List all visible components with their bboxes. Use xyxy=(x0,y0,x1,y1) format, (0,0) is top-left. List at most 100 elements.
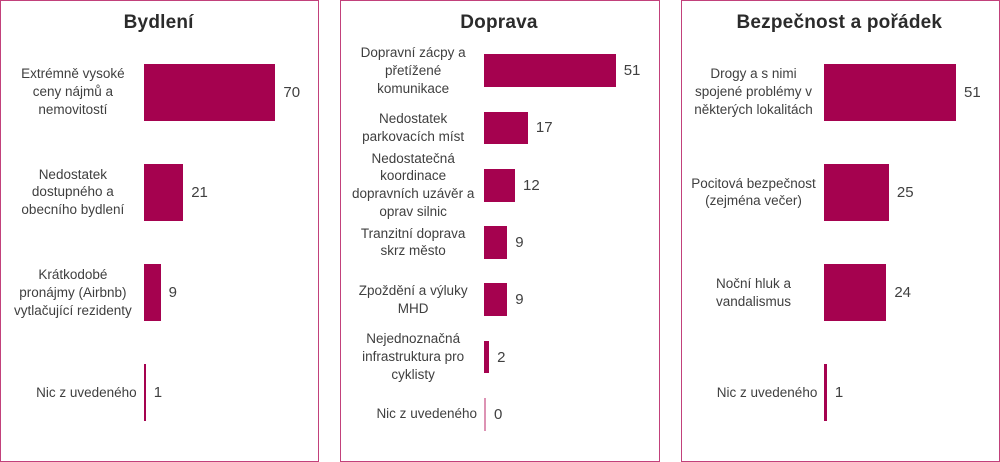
bar-cell: 21 xyxy=(143,142,309,242)
chart-title: Bezpečnost a pořádek xyxy=(736,12,943,33)
category-label: Krátkodobé pronájmy (Airbnb) vytlačující… xyxy=(13,266,132,318)
value-label: 0 xyxy=(494,405,503,423)
bar-row: Krátkodobé pronájmy (Airbnb) vytlačující… xyxy=(9,243,308,343)
bar[interactable] xyxy=(824,63,957,121)
bar[interactable] xyxy=(824,364,827,422)
value-label: 25 xyxy=(896,183,914,201)
label-cell: Nedostatek dostupného a obecního bydlení xyxy=(9,166,144,219)
label-cell: Pocitová bezpečnost (zejména večer) xyxy=(690,175,825,211)
bar[interactable] xyxy=(484,340,490,374)
bar-row: Tranzitní doprava skrz město 9 xyxy=(349,214,648,271)
bar[interactable] xyxy=(484,54,616,87)
bar-rows: Extrémně vysoké ceny nájmů a nemovitostí… xyxy=(9,36,308,451)
category-label: Dopravní zácpy a přetížené komunikace xyxy=(360,44,466,96)
value-label: 2 xyxy=(497,348,506,366)
bar-row: Drogy a s nimi spojené problémy v někter… xyxy=(690,42,989,142)
bar-row: Nedostatek parkovacích míst 17 xyxy=(349,99,648,156)
category-label: Nic z uvedeného xyxy=(36,384,137,400)
chart-panel: Doprava Dopravní zácpy a přetížené komun… xyxy=(340,0,660,462)
bar-row: Nic z uvedeného 1 xyxy=(9,343,308,443)
bar-cell: 25 xyxy=(824,142,989,242)
label-cell: Dopravní zácpy a přetížené komunikace xyxy=(349,44,484,97)
value-label: 51 xyxy=(964,83,981,101)
category-label: Nedostatek parkovacích míst xyxy=(362,111,465,144)
label-cell: Nic z uvedeného xyxy=(9,384,144,402)
label-cell: Tranzitní doprava skrz město xyxy=(349,225,484,261)
chart-title: Bydlení xyxy=(123,12,194,33)
bar[interactable] xyxy=(484,168,515,202)
value-label: 1 xyxy=(834,384,844,402)
bar-cell: 9 xyxy=(484,214,649,271)
label-cell: Zpoždění a výluky MHD xyxy=(349,282,484,318)
label-cell: Nedostatečná koordinace dopravních uzávě… xyxy=(349,150,484,221)
label-cell: Krátkodobé pronájmy (Airbnb) vytlačující… xyxy=(9,266,144,319)
category-label: Nejednoznačná infrastruktura pro cyklist… xyxy=(362,331,465,382)
label-cell: Nic z uvedeného xyxy=(349,405,484,423)
bar[interactable] xyxy=(484,283,508,317)
bar-rows: Drogy a s nimi spojené problémy v někter… xyxy=(690,36,989,451)
label-cell: Noční hluk a vandalismus xyxy=(690,275,825,311)
bar-row: Nejednoznačná infrastruktura pro cyklist… xyxy=(349,328,648,385)
bar-row: Pocitová bezpečnost (zejména večer) 25 xyxy=(690,142,989,242)
chart-panel: Bydlení Extrémně vysoké ceny nájmů a nem… xyxy=(0,0,320,462)
bar[interactable] xyxy=(824,163,889,221)
value-label: 9 xyxy=(168,284,177,302)
bar-cell: 0 xyxy=(484,386,649,443)
value-label: 51 xyxy=(623,62,641,80)
value-label: 1 xyxy=(153,384,163,402)
category-label: Noční hluk a vandalismus xyxy=(715,275,792,309)
bar-row: Nedostatek dostupného a obecního bydlení… xyxy=(9,142,308,242)
value-label: 24 xyxy=(894,284,911,302)
category-label: Tranzitní doprava skrz město xyxy=(360,225,466,259)
bar-row: Nic z uvedeného 1 xyxy=(690,343,989,443)
bar-rows: Dopravní zácpy a přetížené komunikace 51… xyxy=(349,36,648,451)
category-label: Pocitová bezpečnost (zejména večer) xyxy=(691,175,816,209)
bar-cell: 9 xyxy=(143,243,309,343)
label-cell: Nejednoznačná infrastruktura pro cyklist… xyxy=(349,330,484,383)
value-label: 9 xyxy=(515,233,524,251)
bar[interactable] xyxy=(143,364,146,422)
bar-cell: 51 xyxy=(484,42,649,99)
chart-title: Doprava xyxy=(460,12,538,33)
bar-cell: 12 xyxy=(484,157,649,214)
value-label: 12 xyxy=(523,176,540,194)
category-label: Nedostatečná koordinace dopravních uzávě… xyxy=(352,150,475,220)
bar-row: Dopravní zácpy a přetížené komunikace 51 xyxy=(349,42,648,99)
label-cell: Extrémně vysoké ceny nájmů a nemovitostí xyxy=(9,65,144,118)
bar[interactable] xyxy=(824,264,887,322)
bar-row: Noční hluk a vandalismus 24 xyxy=(690,243,989,343)
category-label: Nic z uvedeného xyxy=(716,384,818,400)
bar-cell: 17 xyxy=(484,99,649,156)
bar[interactable] xyxy=(143,264,161,322)
label-cell: Drogy a s nimi spojené problémy v někter… xyxy=(690,65,825,118)
value-label: 17 xyxy=(535,119,553,137)
value-label: 21 xyxy=(191,183,208,201)
bar-row: Nedostatečná koordinace dopravních uzávě… xyxy=(349,151,649,219)
bar-cell: 51 xyxy=(824,42,989,142)
bar[interactable] xyxy=(484,226,508,259)
bar-cell: 70 xyxy=(143,42,309,142)
bar[interactable] xyxy=(143,163,184,221)
category-label: Nic z uvedeného xyxy=(376,406,478,422)
bar[interactable] xyxy=(484,111,528,145)
bar-row: Extrémně vysoké ceny nájmů a nemovitostí… xyxy=(9,42,308,142)
chart-panel: Bezpečnost a pořádek Drogy a s nimi spoj… xyxy=(680,0,1000,462)
bar[interactable] xyxy=(484,398,487,431)
bar-cell: 1 xyxy=(824,343,989,443)
bar-row: Nic z uvedeného 0 xyxy=(349,386,648,443)
category-label: Nedostatek dostupného a obecního bydlení xyxy=(21,166,125,218)
value-label: 9 xyxy=(515,291,524,309)
value-label: 70 xyxy=(283,83,301,101)
bar[interactable] xyxy=(143,63,276,121)
label-cell: Nic z uvedeného xyxy=(690,384,825,402)
bar-row: Zpoždění a výluky MHD 9 xyxy=(349,271,648,328)
category-label: Zpoždění a výluky MHD xyxy=(358,282,468,316)
bar-cell: 9 xyxy=(484,271,649,328)
bar-cell: 2 xyxy=(484,328,649,385)
category-label: Extrémně vysoké ceny nájmů a nemovitostí xyxy=(21,66,125,118)
label-cell: Nedostatek parkovacích míst xyxy=(349,110,484,146)
bar-cell: 1 xyxy=(143,343,309,443)
category-label: Drogy a s nimi spojené problémy v někter… xyxy=(694,66,813,118)
